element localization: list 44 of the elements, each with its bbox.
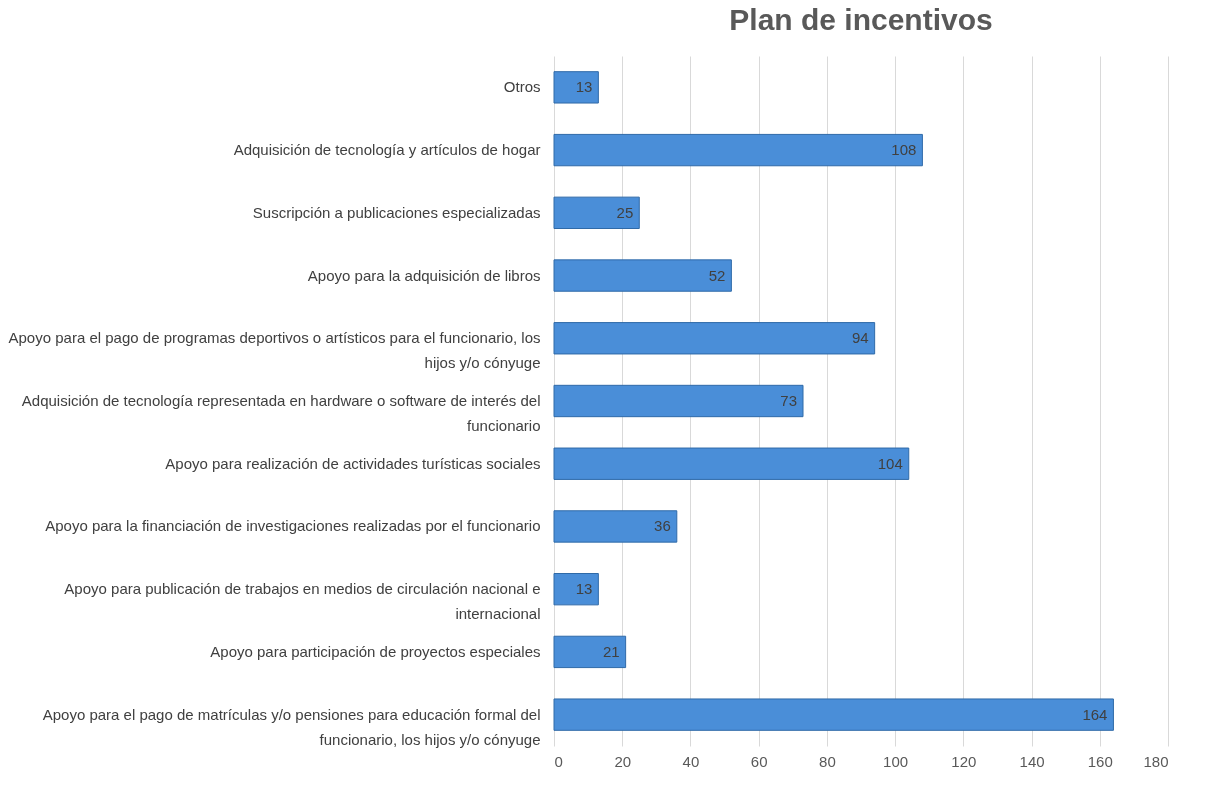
bar [553,71,599,104]
x-tick-label: 120 [951,752,977,770]
y-tick-label: Apoyo para la adquisición de libros [307,266,541,284]
data-label: 52 [708,266,726,284]
x-tick-label: 140 [1019,752,1045,770]
bar [553,635,627,669]
y-tick-label: Suscripción a publicaciones especializadas [252,203,541,221]
x-tick-label: 80 [819,752,836,770]
x-tick-label: 100 [883,752,909,770]
y-tick-label: Apoyo para el pago de programas deportivos o artísticos para el funcionario, los hijos y/o cónyuge [8,329,541,372]
y-tick-label: Apoyo para realización de actividades turísticas sociales [165,454,541,472]
data-label: 13 [575,580,593,598]
y-tick-label: Adquisición de tecnología representada en hardware o software de interés del funcionario [21,392,541,434]
chart-title: Plan de incentivos [729,3,993,36]
bar [553,573,599,606]
x-tick-label: 40 [682,752,700,770]
x-tick-label: 20 [614,752,632,770]
bar [553,259,732,292]
bar [553,447,910,480]
data-label: 94 [851,329,869,347]
x-tick-label: 60 [750,752,768,770]
y-tick-label: Otros [503,78,541,96]
bar [553,322,876,355]
y-tick-label: Adquisición de tecnología y artículos de hogar [233,141,541,159]
y-tick-label: Apoyo para la financiación de investigaciones realizadas por el funcionario [45,517,541,535]
x-tick-label: 180 [1143,752,1169,770]
data-label: 25 [616,203,634,221]
data-label: 108 [891,141,917,159]
bar [553,196,640,229]
bar [553,384,804,418]
data-label: 13 [575,78,593,96]
bar [553,698,1114,731]
bar [553,510,678,543]
data-label: 104 [877,454,903,472]
bar [553,133,923,167]
data-label: 21 [602,642,620,660]
x-tick-label: 0 [554,752,563,770]
data-label: 36 [654,517,671,535]
x-tick-label: 160 [1087,752,1113,770]
data-label: 73 [780,392,798,409]
y-tick-label: Apoyo para publicación de trabajos en medios de circulación nacional e internacional [64,580,541,623]
data-label: 164 [1082,705,1108,723]
y-tick-label: Apoyo para participación de proyectos especiales [210,642,541,660]
y-tick-label: Apoyo para el pago de matrículas y/o pensiones para educación formal del funcionario, los hijos y/o cónyuge [42,705,541,748]
